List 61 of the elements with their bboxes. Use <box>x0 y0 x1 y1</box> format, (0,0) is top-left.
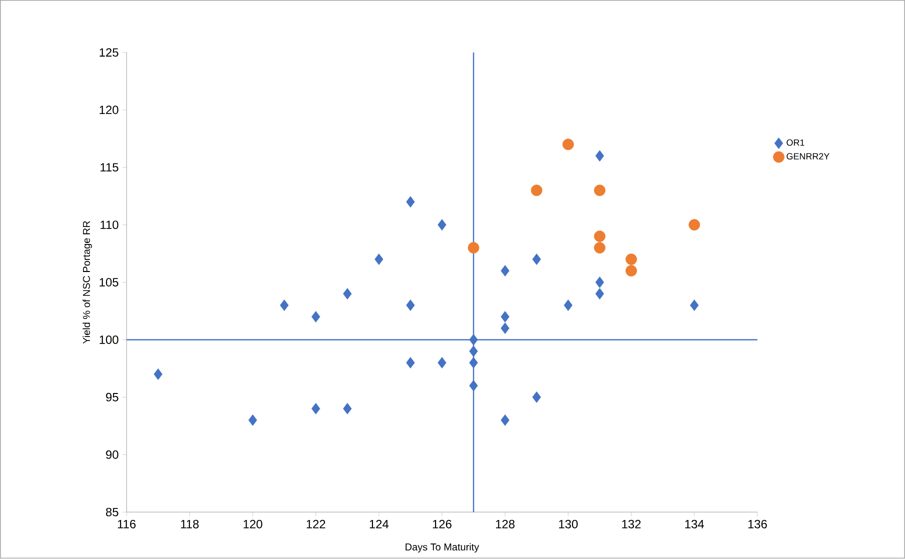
point <box>595 150 604 162</box>
point <box>154 368 162 380</box>
point <box>594 184 606 196</box>
point <box>248 414 258 426</box>
point <box>438 219 446 231</box>
point <box>626 265 637 277</box>
point <box>594 230 606 242</box>
point <box>690 300 699 312</box>
point <box>500 322 510 334</box>
point <box>311 403 320 415</box>
point <box>532 254 541 266</box>
legend-label: GENRR2Y <box>786 153 830 160</box>
y-tick-label: 125 <box>100 48 118 57</box>
point <box>406 300 415 312</box>
point <box>311 311 320 323</box>
point <box>343 288 352 300</box>
point <box>469 357 478 369</box>
point <box>406 196 415 208</box>
x-tick-label: 126 <box>432 520 452 529</box>
point <box>438 357 446 369</box>
point <box>280 300 289 312</box>
legend-label: OR1 <box>786 140 804 146</box>
point <box>469 346 478 358</box>
x-tick-label: 128 <box>496 520 515 529</box>
x-tick-label: 120 <box>244 520 262 529</box>
point <box>374 254 384 266</box>
y-tick-label: 110 <box>100 220 118 230</box>
point <box>530 184 542 196</box>
point <box>469 334 478 346</box>
point <box>626 254 637 266</box>
point <box>500 265 510 277</box>
point <box>688 219 700 231</box>
point <box>468 242 480 254</box>
y-tick-label: 95 <box>106 393 118 402</box>
x-axis-title: Days To Maturity <box>406 543 480 553</box>
point <box>595 276 604 288</box>
x-tick-label: 118 <box>181 520 199 529</box>
y-tick-label: 90 <box>106 450 118 460</box>
x-tick-label: 124 <box>370 520 389 528</box>
x-tick-label: 132 <box>622 520 641 529</box>
x-tick-label: 122 <box>306 520 326 528</box>
y-tick-label: 85 <box>106 508 118 517</box>
x-tick-label: 134 <box>685 520 704 529</box>
x-tick-label: 116 <box>118 520 136 529</box>
point <box>500 311 510 323</box>
point <box>562 138 574 150</box>
point <box>469 380 478 392</box>
point <box>532 392 541 404</box>
point <box>500 414 510 426</box>
y-tick-label: 100 <box>100 336 118 344</box>
y-tick-label: 115 <box>100 163 118 172</box>
y-tick-label: 105 <box>100 278 118 287</box>
x-tick-label: 130 <box>559 520 578 529</box>
point <box>564 300 572 312</box>
y-axis-title: Yield % of NSC Portage RR <box>82 221 92 344</box>
point <box>595 288 604 300</box>
point <box>594 242 606 254</box>
x-tick-label: 136 <box>748 520 767 529</box>
point <box>343 403 352 415</box>
y-tick-label: 120 <box>100 106 118 114</box>
point <box>406 357 415 369</box>
